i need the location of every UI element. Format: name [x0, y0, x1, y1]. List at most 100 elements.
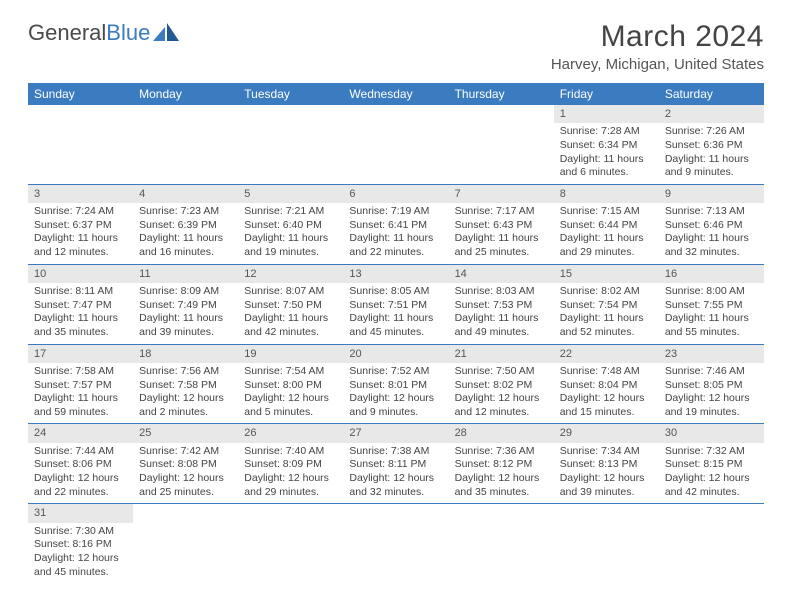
calendar-cell: 31Sunrise: 7:30 AMSunset: 8:16 PMDayligh… [28, 504, 133, 583]
calendar-week: 3Sunrise: 7:24 AMSunset: 6:37 PMDaylight… [28, 184, 764, 264]
calendar-cell: 4Sunrise: 7:23 AMSunset: 6:39 PMDaylight… [133, 184, 238, 264]
logo-text-2: Blue [106, 20, 150, 46]
calendar-cell: 17Sunrise: 7:58 AMSunset: 7:57 PMDayligh… [28, 344, 133, 424]
daylight-text: Daylight: 11 hours and 49 minutes. [455, 312, 548, 339]
sunset-text: Sunset: 6:46 PM [665, 219, 758, 233]
sunrise-text: Sunrise: 7:46 AM [665, 365, 758, 379]
sunset-text: Sunset: 6:43 PM [455, 219, 548, 233]
calendar-cell: 5Sunrise: 7:21 AMSunset: 6:40 PMDaylight… [238, 184, 343, 264]
calendar-cell [449, 105, 554, 184]
day-number: 25 [133, 424, 238, 442]
daylight-text: Daylight: 12 hours and 2 minutes. [139, 392, 232, 419]
calendar-cell: 7 Sunrise: 7:17 AMSunset: 6:43 PMDaylight… [449, 184, 554, 264]
daylight-text: Daylight: 12 hours and 12 minutes. [455, 392, 548, 419]
calendar-week: 17Sunrise: 7:58 AMSunset: 7:57 PMDayligh… [28, 344, 764, 424]
calendar-cell: 23Sunrise: 7:46 AMSunset: 8:05 PMDayligh… [659, 344, 764, 424]
sunset-text: Sunset: 6:40 PM [244, 219, 337, 233]
sunrise-text: Sunrise: 7:40 AM [244, 445, 337, 459]
day-number: 27 [343, 424, 448, 442]
daylight-text: Daylight: 11 hours and 6 minutes. [560, 153, 653, 180]
sunset-text: Sunset: 7:47 PM [34, 299, 127, 313]
day-number: 29 [554, 424, 659, 442]
calendar-cell [238, 105, 343, 184]
sunset-text: Sunset: 6:39 PM [139, 219, 232, 233]
daylight-text: Daylight: 12 hours and 25 minutes. [139, 472, 232, 499]
calendar-cell: 15Sunrise: 8:02 AMSunset: 7:54 PMDayligh… [554, 264, 659, 344]
daylight-text: Daylight: 11 hours and 52 minutes. [560, 312, 653, 339]
sunrise-text: Sunrise: 8:11 AM [34, 285, 127, 299]
daylight-text: Daylight: 11 hours and 39 minutes. [139, 312, 232, 339]
day-number: 8 [554, 185, 659, 203]
calendar-cell: 30Sunrise: 7:32 AMSunset: 8:15 PMDayligh… [659, 424, 764, 504]
sunset-text: Sunset: 8:00 PM [244, 379, 337, 393]
title-block: March 2024 Harvey, Michigan, United Stat… [551, 20, 764, 73]
day-number: 9 [659, 185, 764, 203]
sunrise-text: Sunrise: 7:17 AM [455, 205, 548, 219]
sunrise-text: Sunrise: 7:15 AM [560, 205, 653, 219]
day-number: 12 [238, 265, 343, 283]
sunset-text: Sunset: 8:05 PM [665, 379, 758, 393]
sunset-text: Sunset: 7:54 PM [560, 299, 653, 313]
sunrise-text: Sunrise: 8:09 AM [139, 285, 232, 299]
day-number: 28 [449, 424, 554, 442]
calendar-cell: 22Sunrise: 7:48 AMSunset: 8:04 PMDayligh… [554, 344, 659, 424]
calendar-cell [554, 504, 659, 583]
day-body: Sunrise: 7:46 AMSunset: 8:05 PMDaylight:… [659, 363, 764, 424]
day-body: Sunrise: 7:44 AMSunset: 8:06 PMDaylight:… [28, 443, 133, 504]
calendar-cell: 3Sunrise: 7:24 AMSunset: 6:37 PMDaylight… [28, 184, 133, 264]
calendar-cell: 21Sunrise: 7:50 AMSunset: 8:02 PMDayligh… [449, 344, 554, 424]
calendar-cell [449, 504, 554, 583]
calendar-cell: 20Sunrise: 7:52 AMSunset: 8:01 PMDayligh… [343, 344, 448, 424]
day-number: 17 [28, 345, 133, 363]
sunrise-text: Sunrise: 8:07 AM [244, 285, 337, 299]
header: GeneralBlue March 2024 Harvey, Michigan,… [28, 20, 764, 73]
day-number: 4 [133, 185, 238, 203]
day-body: Sunrise: 7:34 AMSunset: 8:13 PMDaylight:… [554, 443, 659, 504]
daylight-text: Daylight: 11 hours and 9 minutes. [665, 153, 758, 180]
day-number: 7 [449, 185, 554, 203]
daylight-text: Daylight: 11 hours and 32 minutes. [665, 232, 758, 259]
day-body: Sunrise: 7:54 AMSunset: 8:00 PMDaylight:… [238, 363, 343, 424]
sunset-text: Sunset: 8:11 PM [349, 458, 442, 472]
day-number: 10 [28, 265, 133, 283]
calendar-cell [133, 504, 238, 583]
calendar-cell: 6Sunrise: 7:19 AMSunset: 6:41 PMDaylight… [343, 184, 448, 264]
sunset-text: Sunset: 8:06 PM [34, 458, 127, 472]
daylight-text: Daylight: 12 hours and 22 minutes. [34, 472, 127, 499]
day-number: 6 [343, 185, 448, 203]
sunrise-text: Sunrise: 7:52 AM [349, 365, 442, 379]
sunset-text: Sunset: 6:44 PM [560, 219, 653, 233]
calendar-cell: 18Sunrise: 7:56 AMSunset: 7:58 PMDayligh… [133, 344, 238, 424]
day-body: Sunrise: 7:38 AMSunset: 8:11 PMDaylight:… [343, 443, 448, 504]
sunrise-text: Sunrise: 8:05 AM [349, 285, 442, 299]
daylight-text: Daylight: 11 hours and 25 minutes. [455, 232, 548, 259]
day-body: Sunrise: 8:07 AMSunset: 7:50 PMDaylight:… [238, 283, 343, 344]
day-number: 26 [238, 424, 343, 442]
sunset-text: Sunset: 8:16 PM [34, 538, 127, 552]
day-body: Sunrise: 7:48 AMSunset: 8:04 PMDaylight:… [554, 363, 659, 424]
day-body: Sunrise: 7:50 AMSunset: 8:02 PMDaylight:… [449, 363, 554, 424]
day-body: Sunrise: 7:13 AMSunset: 6:46 PMDaylight:… [659, 203, 764, 264]
sunrise-text: Sunrise: 7:28 AM [560, 125, 653, 139]
day-body: Sunrise: 8:03 AMSunset: 7:53 PMDaylight:… [449, 283, 554, 344]
logo-sail-icon [153, 23, 179, 43]
sunrise-text: Sunrise: 7:50 AM [455, 365, 548, 379]
sunrise-text: Sunrise: 7:13 AM [665, 205, 758, 219]
sunset-text: Sunset: 6:34 PM [560, 139, 653, 153]
daylight-text: Daylight: 12 hours and 39 minutes. [560, 472, 653, 499]
day-number: 16 [659, 265, 764, 283]
calendar-body: 1Sunrise: 7:28 AMSunset: 6:34 PMDaylight… [28, 105, 764, 583]
sunrise-text: Sunrise: 7:19 AM [349, 205, 442, 219]
sunset-text: Sunset: 8:02 PM [455, 379, 548, 393]
calendar-cell: 16Sunrise: 8:00 AMSunset: 7:55 PMDayligh… [659, 264, 764, 344]
logo: GeneralBlue [28, 20, 179, 46]
calendar-cell [133, 105, 238, 184]
day-number: 11 [133, 265, 238, 283]
day-number: 19 [238, 345, 343, 363]
sunrise-text: Sunrise: 7:24 AM [34, 205, 127, 219]
daylight-text: Daylight: 11 hours and 12 minutes. [34, 232, 127, 259]
daylight-text: Daylight: 12 hours and 15 minutes. [560, 392, 653, 419]
sunrise-text: Sunrise: 7:54 AM [244, 365, 337, 379]
day-body: Sunrise: 7:26 AMSunset: 6:36 PMDaylight:… [659, 123, 764, 184]
calendar-week: 24Sunrise: 7:44 AMSunset: 8:06 PMDayligh… [28, 424, 764, 504]
